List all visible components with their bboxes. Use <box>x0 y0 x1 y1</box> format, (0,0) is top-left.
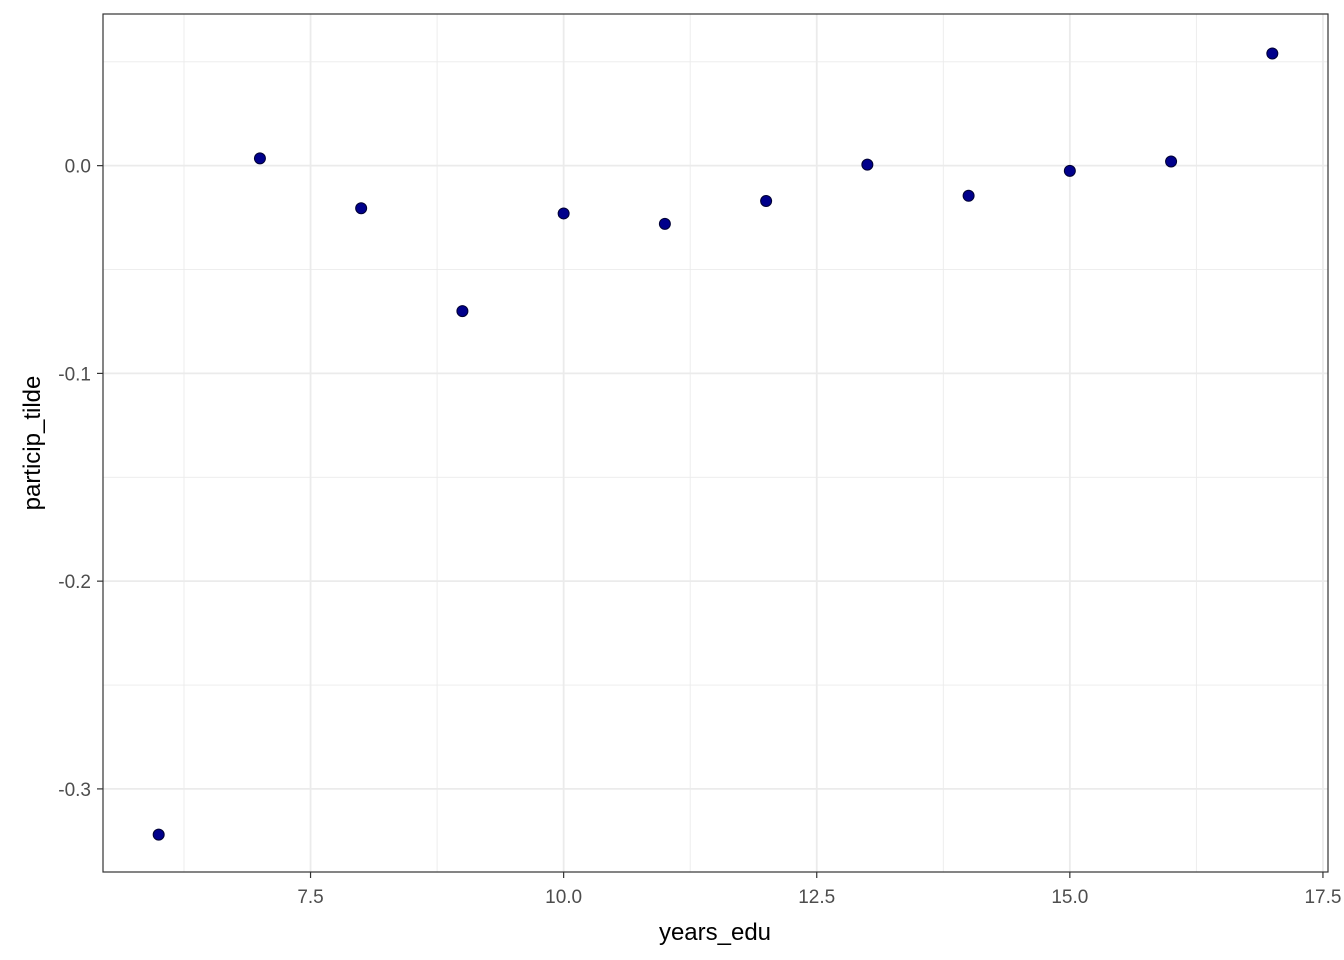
data-point <box>557 207 570 220</box>
minor-gridlines <box>103 14 1328 872</box>
x-axis-title: years_edu <box>659 919 771 946</box>
data-point <box>1165 155 1178 168</box>
data-point <box>355 202 368 215</box>
y-tick-label: 0.0 <box>65 157 91 178</box>
data-point <box>456 305 469 318</box>
data-point <box>760 194 773 207</box>
y-axis-title: particip_tilde <box>19 376 46 511</box>
x-tick-label: 7.5 <box>297 887 323 908</box>
x-tick-label: 17.5 <box>1304 887 1341 908</box>
plot-panel-border <box>102 13 1329 873</box>
y-tick-label: -0.3 <box>58 780 91 801</box>
y-axis-ticks: 0.0 -0.1 -0.2 -0.3 <box>58 157 103 801</box>
major-gridlines <box>103 14 1328 872</box>
data-point <box>152 828 165 841</box>
plot-background <box>103 14 1328 872</box>
x-tick-label: 10.0 <box>545 887 582 908</box>
x-tick-label: 15.0 <box>1051 887 1088 908</box>
data-point <box>1063 164 1076 177</box>
data-points <box>152 47 1279 841</box>
y-tick-label: -0.2 <box>58 572 91 593</box>
data-point <box>1266 47 1279 60</box>
x-axis-ticks: 7.5 10.0 12.5 15.0 17.5 <box>297 872 1341 908</box>
data-point <box>962 189 975 202</box>
x-tick-label: 12.5 <box>798 887 835 908</box>
data-point <box>253 152 266 165</box>
data-point <box>861 158 874 171</box>
y-tick-label: -0.1 <box>58 364 91 385</box>
data-point <box>658 217 671 230</box>
